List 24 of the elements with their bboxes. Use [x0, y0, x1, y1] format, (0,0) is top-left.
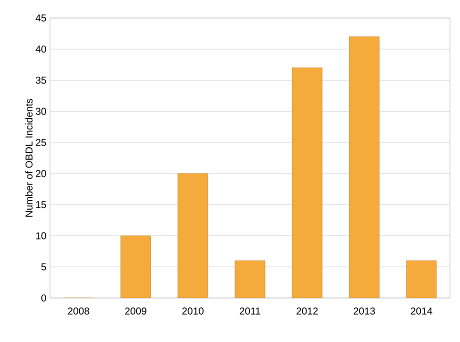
y-tick-label: 5	[41, 263, 46, 270]
y-tick-label: 25	[36, 138, 46, 146]
y-tick-label: 15	[36, 201, 46, 208]
x-tick-label: 2010	[182, 308, 204, 315]
y-tick-label: 40	[36, 46, 46, 53]
y-tick-label: 20	[36, 170, 46, 178]
bar	[234, 260, 266, 298]
x-tick-label: 2014	[410, 308, 432, 315]
x-tick-label: 2011	[240, 308, 260, 315]
x-tick-label: 2008	[68, 308, 90, 315]
y-tick-label: 0	[41, 294, 46, 302]
y-axis-title: Number of OBDL Incidents	[25, 98, 33, 217]
bar	[406, 260, 437, 298]
bar	[292, 68, 322, 298]
bar	[178, 173, 208, 298]
bar	[349, 36, 380, 298]
y-tick-label: 35	[36, 76, 46, 84]
y-tick-label: 10	[36, 232, 46, 240]
y-tick-label: 45	[36, 14, 46, 22]
y-tick-label: 30	[36, 108, 46, 115]
bar	[120, 236, 151, 298]
x-tick-label: 2013	[354, 308, 375, 315]
x-tick-label: 2009	[125, 308, 146, 315]
x-tick-label: 2012	[296, 308, 318, 315]
